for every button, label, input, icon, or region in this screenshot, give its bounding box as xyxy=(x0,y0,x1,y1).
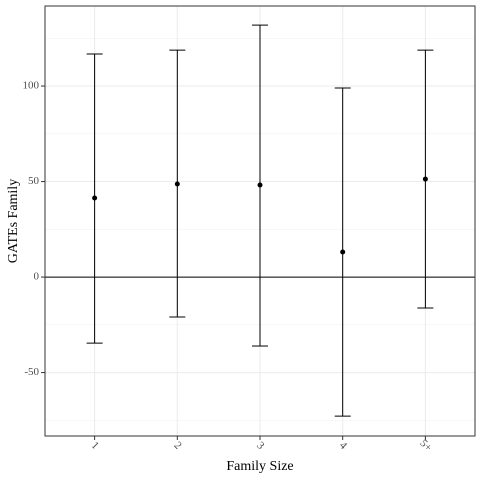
y-tick-label: -50 xyxy=(24,366,39,378)
y-tick-label: 50 xyxy=(28,175,40,187)
point xyxy=(92,195,98,201)
x-axis-title: Family Size xyxy=(226,459,293,474)
panel-border xyxy=(44,5,476,437)
point xyxy=(340,249,346,255)
point xyxy=(174,181,180,187)
point xyxy=(257,182,263,188)
y-tick-label: 100 xyxy=(23,80,40,92)
y-tick-label: 0 xyxy=(34,271,40,283)
y-axis-title: GATEs Family xyxy=(6,179,21,263)
point xyxy=(422,176,428,182)
